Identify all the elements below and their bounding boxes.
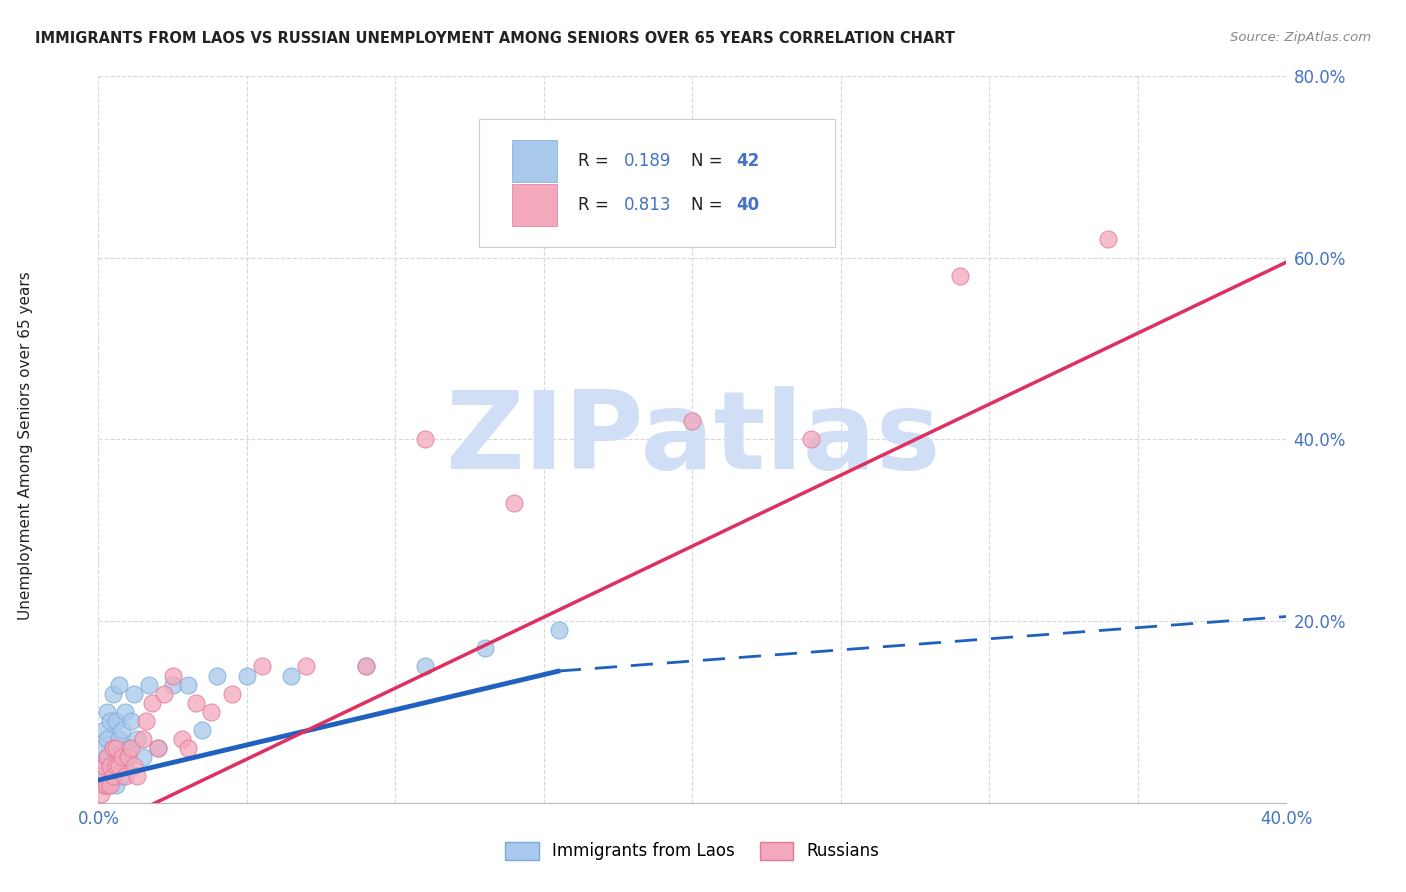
Point bbox=[105, 759, 128, 773]
Point bbox=[98, 759, 121, 773]
Point bbox=[280, 668, 302, 682]
FancyBboxPatch shape bbox=[512, 140, 557, 182]
Point bbox=[120, 741, 142, 756]
Point bbox=[1097, 232, 1119, 246]
Point bbox=[98, 759, 121, 773]
Point bbox=[295, 659, 318, 673]
Point bbox=[114, 705, 136, 719]
Point bbox=[354, 659, 377, 673]
Point bbox=[146, 741, 169, 756]
Point bbox=[93, 778, 115, 792]
Point bbox=[93, 759, 115, 773]
Point bbox=[103, 768, 125, 782]
Point bbox=[200, 705, 222, 719]
Point bbox=[108, 759, 131, 773]
Text: 42: 42 bbox=[737, 152, 759, 169]
Point bbox=[117, 741, 139, 756]
Point bbox=[90, 768, 112, 782]
Point bbox=[96, 750, 118, 764]
FancyBboxPatch shape bbox=[512, 184, 557, 227]
Point bbox=[122, 687, 145, 701]
Point bbox=[105, 750, 128, 764]
Point bbox=[93, 759, 115, 773]
Text: ZIPatlas: ZIPatlas bbox=[444, 386, 941, 492]
Text: 0.813: 0.813 bbox=[623, 196, 671, 214]
Point bbox=[503, 496, 526, 510]
Point bbox=[681, 414, 703, 428]
Text: 40: 40 bbox=[737, 196, 759, 214]
Point bbox=[354, 659, 377, 673]
Point bbox=[114, 768, 136, 782]
Point bbox=[108, 732, 131, 747]
Point bbox=[191, 723, 214, 737]
Point bbox=[103, 741, 125, 756]
Point bbox=[250, 659, 273, 673]
Point bbox=[90, 768, 112, 782]
Point bbox=[949, 268, 972, 283]
Point bbox=[413, 659, 436, 673]
Point bbox=[96, 732, 118, 747]
Text: Unemployment Among Seniors over 65 years: Unemployment Among Seniors over 65 years bbox=[18, 272, 32, 620]
Point bbox=[108, 678, 131, 692]
Point bbox=[135, 714, 157, 728]
Point bbox=[413, 432, 436, 446]
Point bbox=[132, 750, 155, 764]
Point bbox=[96, 705, 118, 719]
Point bbox=[138, 678, 160, 692]
Point bbox=[98, 778, 121, 792]
Text: R =: R = bbox=[578, 152, 614, 169]
Point bbox=[93, 723, 115, 737]
Text: 0.189: 0.189 bbox=[623, 152, 671, 169]
Point bbox=[122, 759, 145, 773]
Point bbox=[90, 787, 112, 801]
Point bbox=[103, 768, 125, 782]
Point bbox=[105, 714, 128, 728]
Point bbox=[96, 778, 118, 792]
Point bbox=[162, 678, 184, 692]
Point bbox=[114, 759, 136, 773]
Point bbox=[146, 741, 169, 756]
Point bbox=[474, 641, 496, 656]
Point bbox=[105, 778, 128, 792]
Point bbox=[221, 687, 243, 701]
Point bbox=[103, 741, 125, 756]
Point bbox=[592, 205, 614, 219]
Point bbox=[162, 668, 184, 682]
Point bbox=[111, 723, 134, 737]
Point bbox=[93, 778, 115, 792]
Point bbox=[170, 732, 193, 747]
Point bbox=[132, 732, 155, 747]
Point bbox=[98, 714, 121, 728]
Point bbox=[205, 668, 228, 682]
Point bbox=[96, 778, 118, 792]
Point bbox=[176, 741, 198, 756]
Point bbox=[125, 732, 148, 747]
FancyBboxPatch shape bbox=[478, 120, 835, 247]
Point bbox=[120, 714, 142, 728]
Text: Source: ZipAtlas.com: Source: ZipAtlas.com bbox=[1230, 31, 1371, 45]
Text: N =: N = bbox=[692, 152, 728, 169]
Point bbox=[141, 696, 163, 710]
Text: IMMIGRANTS FROM LAOS VS RUSSIAN UNEMPLOYMENT AMONG SENIORS OVER 65 YEARS CORRELA: IMMIGRANTS FROM LAOS VS RUSSIAN UNEMPLOY… bbox=[35, 31, 955, 46]
Point bbox=[108, 759, 131, 773]
Point bbox=[800, 432, 823, 446]
Point bbox=[236, 668, 259, 682]
Point bbox=[152, 687, 174, 701]
Point bbox=[90, 741, 112, 756]
Text: R =: R = bbox=[578, 196, 614, 214]
Text: N =: N = bbox=[692, 196, 728, 214]
Point bbox=[117, 750, 139, 764]
Point bbox=[103, 687, 125, 701]
Point bbox=[111, 750, 134, 764]
Legend: Immigrants from Laos, Russians: Immigrants from Laos, Russians bbox=[499, 835, 886, 867]
Point bbox=[547, 623, 569, 637]
Point bbox=[96, 750, 118, 764]
Point bbox=[176, 678, 198, 692]
Point bbox=[125, 768, 148, 782]
Point bbox=[186, 696, 208, 710]
Point bbox=[98, 778, 121, 792]
Point bbox=[111, 768, 134, 782]
Point bbox=[105, 741, 128, 756]
